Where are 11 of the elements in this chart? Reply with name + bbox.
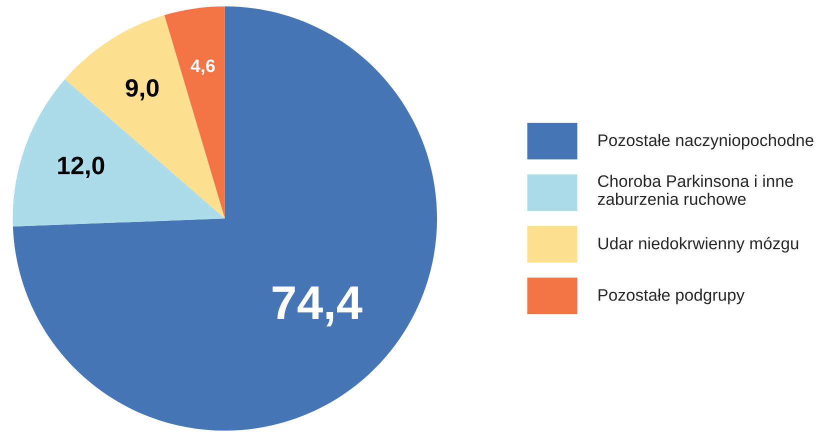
pie-slice: [12, 79, 225, 226]
pie-slice: [12, 6, 438, 431]
pie-slice: [164, 6, 225, 218]
data-label: 9,0: [126, 79, 159, 100]
legend-label: Pozostałe naczyniopochodne: [598, 134, 814, 150]
legend-label: Udar niedokrwienny mózgu: [598, 236, 798, 253]
legend-label: Choroba Parkinsona i inne zaburzenia ruchowe: [598, 174, 793, 205]
legend-label: Pozostałe podgrupy: [598, 288, 745, 304]
data-label: 74,4: [272, 286, 362, 326]
data-label: 12,0: [58, 156, 104, 178]
data-label: 4,6: [190, 59, 215, 75]
